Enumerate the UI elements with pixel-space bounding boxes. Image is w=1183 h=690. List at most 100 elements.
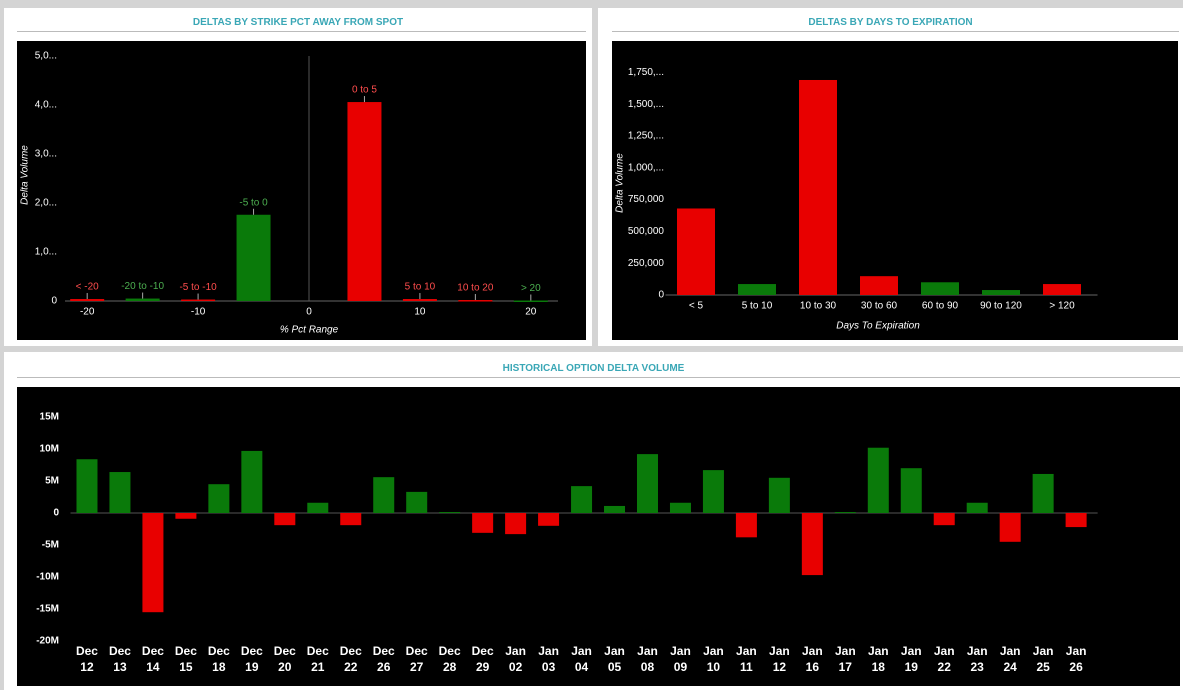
x-tick-label: Jan 26 <box>1065 644 1087 674</box>
bar-label: > 20 <box>521 283 541 294</box>
bar <box>76 459 98 513</box>
x-tick-label-box: Dec 14 <box>141 644 164 674</box>
x-tick-label-box: Jan 08 <box>637 644 658 674</box>
bar <box>125 298 160 301</box>
x-tick-label: Dec 21 <box>306 644 329 674</box>
x-tick-label: > 120 <box>1049 301 1075 312</box>
x-tick-label: Dec 26 <box>372 644 395 674</box>
bar <box>933 513 955 526</box>
x-tick-label: < 5 <box>689 301 704 312</box>
x-tick-label-box: Dec 18 <box>208 644 230 674</box>
x-tick-label-box: Jan 11 <box>736 644 757 674</box>
bar <box>175 513 197 519</box>
y-tick-label: -15M <box>36 604 59 615</box>
y-tick-label: -10M <box>36 572 59 583</box>
bar <box>738 284 776 295</box>
x-tick-label-box: Jan 12 <box>769 644 790 674</box>
x-tick-label-box: Jan 04 <box>571 644 592 674</box>
bar <box>241 450 263 513</box>
x-axis-label: % Pct Range <box>280 325 339 336</box>
x-tick-label: Jan 11 <box>736 644 757 674</box>
x-tick-label-box: Dec 28 <box>438 644 461 674</box>
x-tick-label: 60 to 90 <box>922 301 959 312</box>
bar <box>236 214 271 301</box>
x-tick-label: Jan 16 <box>802 644 823 674</box>
chart: 0 1,0... 2,0... 3,0... 4,0... 5,0... Delta Vol… <box>17 41 586 340</box>
bar <box>538 513 560 526</box>
x-tick-label: Dec 15 <box>174 644 197 674</box>
bar <box>834 512 856 514</box>
bar <box>347 102 382 301</box>
x-tick-label-box: Dec 19 <box>240 644 263 674</box>
x-tick-label-box: Jan 22 <box>933 644 955 674</box>
title-rule <box>17 377 1180 378</box>
x-tick-label-box: Jan 23 <box>967 644 988 674</box>
title-rule <box>17 31 586 32</box>
x-tick-label: Dec 28 <box>438 644 461 674</box>
bar-label: 5 to 10 <box>405 282 436 293</box>
bar-label: -5 to 0 <box>239 197 268 208</box>
chart: 0 250,000 500,000 750,000 1,000,... 1,250,...… <box>612 41 1178 340</box>
x-tick-label: Dec 27 <box>405 644 428 674</box>
x-tick-label-box: Jan 02 <box>505 644 526 674</box>
x-tick-label-box: Jan 19 <box>901 644 922 674</box>
y-tick-label: 10M <box>40 444 59 455</box>
x-tick-label: Jan 10 <box>703 644 724 674</box>
bar <box>982 290 1020 295</box>
bar <box>505 513 527 535</box>
bar <box>109 472 131 513</box>
y-tick-label: 500,000 <box>628 226 665 237</box>
x-tick-label: Dec 29 <box>471 644 494 674</box>
bar <box>735 513 757 538</box>
bar <box>677 208 715 295</box>
x-tick-label-box: Dec 21 <box>306 644 329 674</box>
y-tick-label: 750,000 <box>628 194 665 205</box>
x-tick-label-box: Jan 09 <box>670 644 691 674</box>
y-axis-label: Delta Volume <box>20 145 31 205</box>
bar <box>307 502 329 513</box>
y-tick-label: 4,0... <box>35 100 57 111</box>
bar <box>208 484 230 513</box>
x-tick-label: Dec 13 <box>108 644 131 674</box>
panel-title: HISTORICAL OPTION DELTA VOLUME <box>502 363 685 374</box>
x-tick-label: Jan 17 <box>834 644 856 674</box>
x-tick-label-box: Dec 13 <box>108 644 131 674</box>
x-tick-label: Dec 14 <box>141 644 164 674</box>
bar-label: -20 to -10 <box>121 281 164 292</box>
bar <box>181 299 216 302</box>
x-tick-label: Dec 20 <box>273 644 296 674</box>
x-tick-label: Jan 22 <box>933 644 955 674</box>
x-tick-label-box: Dec 15 <box>174 644 197 674</box>
x-tick-label: Dec 19 <box>240 644 263 674</box>
bar <box>402 299 437 301</box>
bar <box>669 502 691 513</box>
bar <box>472 513 494 533</box>
bar-label: < -20 <box>76 282 100 293</box>
bar <box>900 468 922 513</box>
x-tick-label: Jan 12 <box>769 644 790 674</box>
x-tick-label: Jan 02 <box>505 644 526 674</box>
panel-title: DELTAS BY STRIKE PCT AWAY FROM SPOT <box>192 17 404 28</box>
y-tick-label: 2,0... <box>35 198 57 209</box>
y-tick-label: 0 <box>658 290 664 301</box>
bar <box>801 513 823 576</box>
bar <box>406 491 428 513</box>
x-tick-label: Dec 22 <box>339 644 362 674</box>
y-tick-label: 250,000 <box>628 258 665 269</box>
bar <box>860 276 898 295</box>
bar <box>439 512 461 514</box>
bar <box>702 470 724 513</box>
x-tick-label: Jan 03 <box>538 644 559 674</box>
x-tick-label: 10 to 30 <box>800 301 837 312</box>
x-tick-label-box: Jan 18 <box>868 644 889 674</box>
bar <box>458 300 493 302</box>
bar <box>274 513 296 526</box>
bar <box>604 505 626 513</box>
x-tick-label: Jan 25 <box>1032 644 1054 674</box>
x-tick-label: 5 to 10 <box>742 301 773 312</box>
bar <box>867 447 889 513</box>
y-tick-label: 1,000,... <box>628 162 664 173</box>
x-tick-label-box: Dec 20 <box>273 644 296 674</box>
bar <box>142 513 164 613</box>
